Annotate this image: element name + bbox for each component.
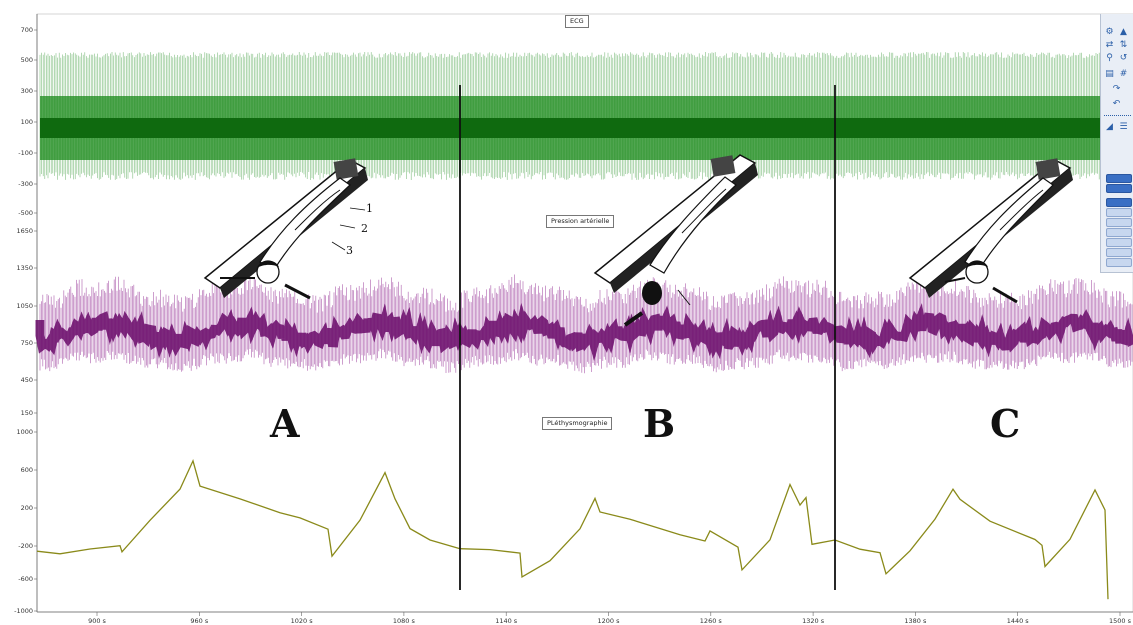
x-tick-1: 960 s [190,617,208,625]
channel-button-7[interactable] [1106,238,1132,247]
channel-button-5[interactable] [1106,218,1132,227]
marker-3: 3 [346,244,353,257]
y-tick-ecg-3: 100 [21,118,33,126]
clipboard-icon[interactable]: ▤ [1105,69,1114,79]
ecg-trace [39,52,1100,180]
ruler-icon[interactable]: ◢ [1106,122,1113,132]
y-tick-bp-4: 450 [21,376,33,384]
y-tick-ecg-0: 700 [21,26,33,34]
undo-icon[interactable]: ↶ [1112,99,1121,109]
x-tick-6: 1260 s [700,617,723,625]
bp-channel-label: Pression artérielle [546,215,615,228]
x-tick-9: 1440 s [1007,617,1030,625]
y-tick-ecg-1: 500 [21,56,33,64]
channel-button-4[interactable] [1106,208,1132,217]
x-tick-labels: 900 s 960 s 1020 s 1080 s 1140 s 1200 s 1260 s… [88,612,1132,625]
y-tick-pleth-2: 200 [21,504,33,512]
channel-button-1[interactable] [1106,174,1132,183]
marker-1: 1 [366,202,373,215]
x-tick-3: 1080 s [393,617,416,625]
y-tick-bp-1: 1350 [16,264,33,272]
channel-button-9[interactable] [1106,258,1132,267]
y-tick-bp-3: 750 [21,339,33,347]
ecg-channel-label: ECG [565,15,589,28]
marker-2: 2 [361,222,368,235]
magnify-icon[interactable]: ⚲ [1106,53,1113,63]
pleth-channel-label: PLéthysmographie [542,417,613,430]
y-tick-ecg-4: -100 [18,149,33,157]
channel-button-8[interactable] [1106,248,1132,257]
ecg-baseline [40,118,1100,138]
zoom-y-icon[interactable]: ⇅ [1119,40,1128,50]
y-tick-bp-2: 1050 [16,302,33,310]
bp-core [35,302,1133,362]
x-tick-5: 1200 s [598,617,621,625]
phase-letter-c: C [990,401,1021,446]
phase-letter-a: A [270,401,300,446]
list-icon[interactable]: ☰ [1119,122,1128,132]
y-tick-pleth-3: -200 [18,542,33,550]
plethysmography-trace [36,459,1109,600]
grid-icon[interactable]: # [1119,69,1128,79]
zoom-x-icon[interactable]: ⇄ [1105,40,1114,50]
y-tick-pleth-0: 1000 [16,428,33,436]
swap-icon[interactable]: ↺ [1119,53,1128,63]
y-tick-pleth-5: -1000 [14,607,33,615]
x-tick-4: 1140 s [495,617,518,625]
x-tick-8: 1380 s [904,617,927,625]
y-tick-labels: 700 500 300 100 -100 -300 -500 1650 1350 1050 750 4… [14,26,37,615]
patient-figure-c [908,158,1073,304]
channel-button-2[interactable] [1106,184,1132,193]
x-tick-10: 1500 s [1109,617,1132,625]
tool-palette: ⚙ ▲ ⇄ ⇅ ⚲ ↺ ▤ # ↷ ↶ ◢ ☰ [1100,14,1133,273]
y-tick-bp-0: 1650 [16,227,33,235]
gear-icon[interactable]: ⚙ [1105,27,1114,37]
phase-letter-b: B [643,401,676,446]
y-tick-pleth-4: -600 [18,575,33,583]
toolbar-divider [1104,115,1131,116]
x-tick-0: 900 s [88,617,106,625]
y-tick-pleth-1: 600 [21,466,33,474]
patient-figure-b [593,154,758,327]
patient-figure-a: 1 2 3 [203,158,373,300]
y-tick-ecg-6: -500 [18,209,33,217]
blood-pressure-trace [35,274,1133,374]
mountain-icon[interactable]: ▲ [1120,27,1127,37]
fit-icon[interactable]: ↷ [1112,84,1121,94]
x-tick-2: 1020 s [291,617,314,625]
ecg-spikes [39,52,1100,180]
y-tick-ecg-5: -300 [18,180,33,188]
x-tick-7: 1320 s [802,617,825,625]
y-tick-bp-5: 150 [21,409,33,417]
channel-button-6[interactable] [1106,228,1132,237]
channel-button-3[interactable] [1106,198,1132,207]
y-tick-ecg-2: 300 [21,87,33,95]
